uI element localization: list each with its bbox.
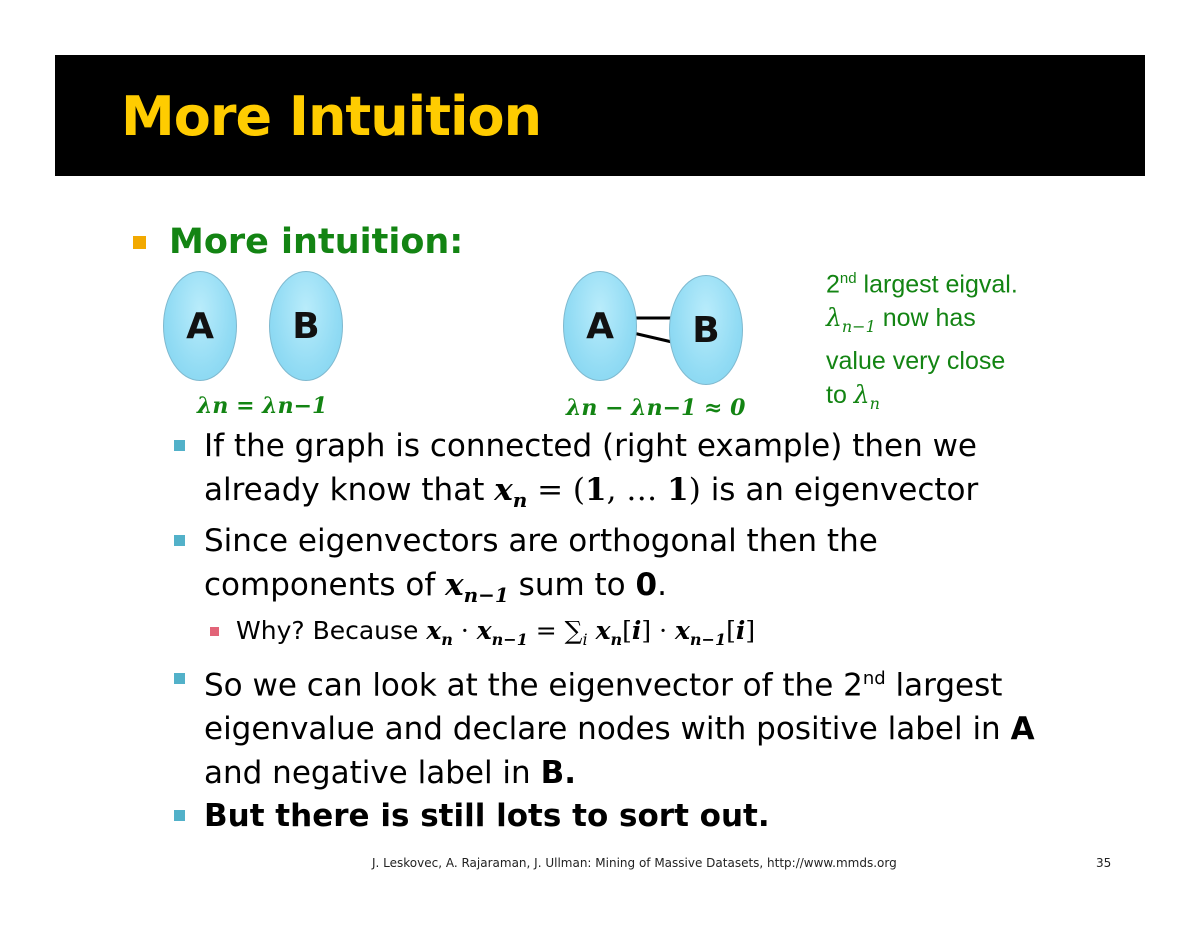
node-a-label: A <box>586 305 614 347</box>
node-a-disconnected: A <box>163 271 237 381</box>
bullet-still-lots: But there is still lots to sort out. <box>174 794 770 838</box>
bullet-connected-graph: If the graph is connected (right example… <box>174 424 978 522</box>
equation-connected: λn − λn−1 ≈ 0 <box>566 395 745 421</box>
bullet-marker <box>174 810 185 821</box>
bullet-second-eigenvector: So we can look at the eigenvector of the… <box>174 657 1035 795</box>
bullet-line: So we can look at the eigenvector of the… <box>204 667 1003 704</box>
bullet-line: already know that xn = (1, … 1) is an ei… <box>204 472 979 513</box>
note-line-3: value very close <box>826 347 1006 376</box>
sub-bullet-line: Why? Because xn · xn−1 = ∑i xn[i] · xn−1… <box>236 616 756 649</box>
bullet-line: But there is still lots to sort out. <box>204 798 770 834</box>
edge-2 <box>632 331 673 344</box>
equation-connected-text: λn − λn−1 ≈ 0 <box>566 395 746 421</box>
bullet-line: Since eigenvectors are orthogonal then t… <box>204 523 878 559</box>
heading-text: More intuition: <box>169 222 464 262</box>
note-line-1: 2nd largest eigval. <box>826 270 1018 299</box>
node-b-label: B <box>292 305 320 347</box>
bullet-line: components of xn−1 sum to 0. <box>204 567 667 608</box>
equation-disconnected: λn = λn−1 <box>197 393 327 419</box>
node-a-label: A <box>186 305 214 347</box>
equation-disconnected-text: λn = λn−1 <box>197 393 328 419</box>
node-b-connected: B <box>669 275 743 385</box>
slide-title: More Intuition <box>121 85 542 148</box>
bullet-line: and negative label in B. <box>204 755 576 792</box>
bullet-marker <box>174 535 185 546</box>
title-bar: More Intuition <box>55 55 1145 176</box>
node-b-disconnected: B <box>269 271 343 381</box>
side-note: 2nd largest eigval. λn−1 now has value v… <box>826 262 1018 421</box>
note-line-4: to λn <box>826 380 880 414</box>
sub-bullet-why: Why? Because xn · xn−1 = ∑i xn[i] · xn−1… <box>210 614 755 657</box>
heading-bullet <box>133 235 146 249</box>
bullet-marker <box>174 440 185 451</box>
bullet-line: eigenvalue and declare nodes with positi… <box>204 711 1035 748</box>
node-b-label: B <box>692 309 720 351</box>
bullet-line: If the graph is connected (right example… <box>204 428 978 464</box>
sub-bullet-marker <box>210 627 219 636</box>
node-a-connected: A <box>563 271 637 381</box>
note-line-2: λn−1 now has <box>826 303 976 337</box>
footer-source: J. Leskovec, A. Rajaraman, J. Ullman: Mi… <box>372 856 897 870</box>
bullet-marker <box>174 673 185 684</box>
page-number: 35 <box>1096 856 1112 870</box>
bullet-orthogonal: Since eigenvectors are orthogonal then t… <box>174 519 878 617</box>
main-heading: More intuition: <box>133 222 463 262</box>
